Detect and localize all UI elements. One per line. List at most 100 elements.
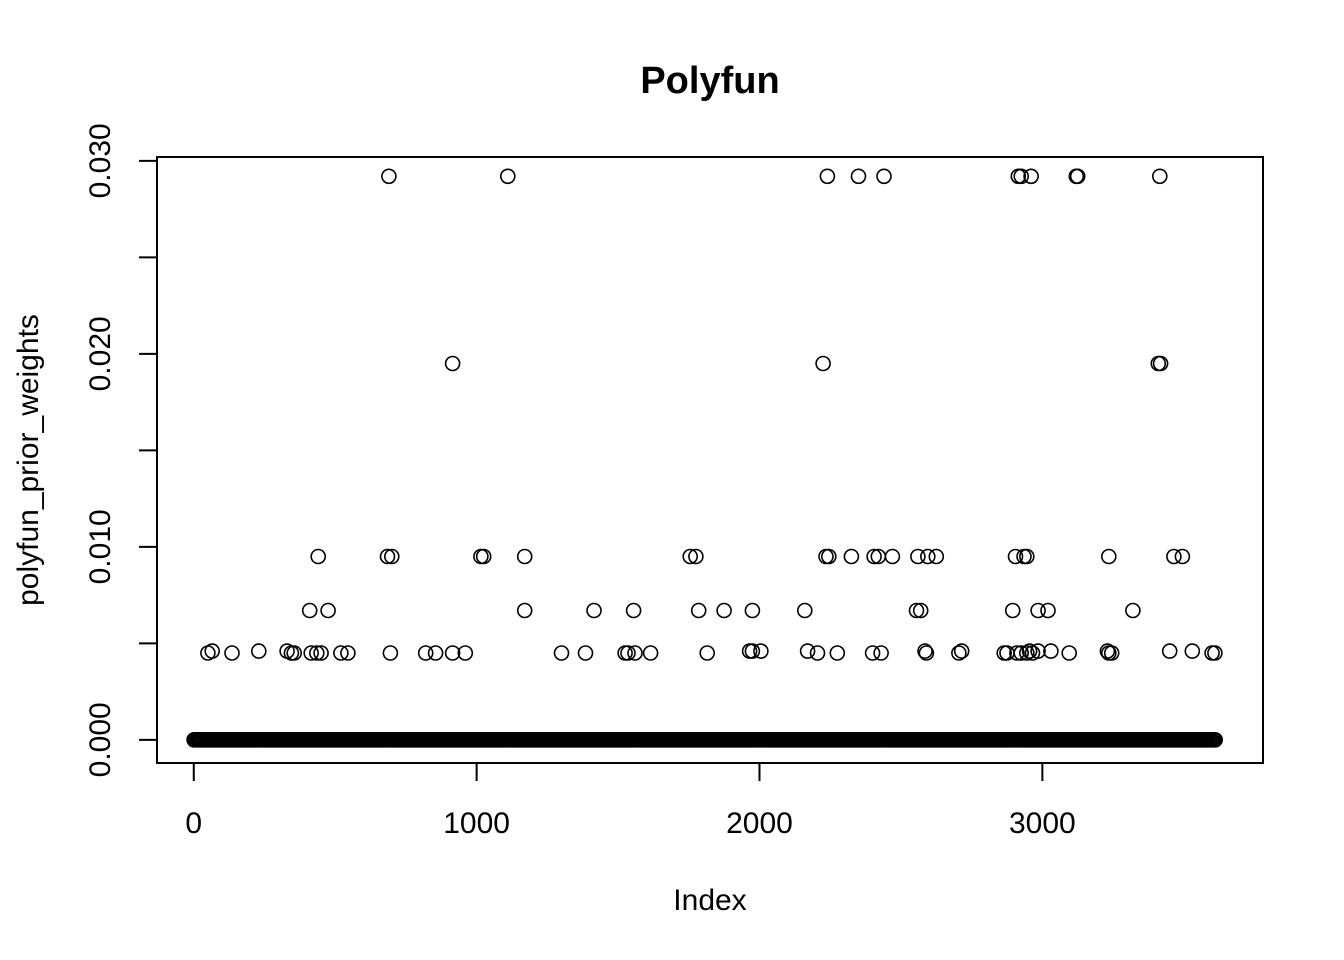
data-point [577,645,594,661]
data-point [799,643,816,659]
data-point [688,548,704,565]
data-point [1040,602,1056,619]
data-point [1009,645,1025,661]
data-point [444,645,461,661]
data-point [850,168,867,185]
data-point [1061,645,1077,661]
data-points [186,168,1223,748]
x-tick-label: 2000 [726,807,793,840]
data-point [313,645,329,661]
data-point [1023,168,1039,185]
data-point [796,602,813,619]
data-point [457,645,474,661]
data-point [417,645,434,661]
data-point [953,643,970,659]
data-point [1103,645,1120,661]
data-point [876,168,892,185]
data-point [1021,643,1038,659]
data-point [1184,643,1201,659]
data-point [809,645,826,661]
x-axis: 0 1000 2000 3000 [185,762,1076,840]
data-point [917,643,933,659]
data-point [499,168,516,185]
data-point [444,355,461,372]
data-point [250,643,267,659]
chart-title: Polyfun [640,60,779,102]
data-point [864,645,881,661]
data-point [819,168,836,185]
data-point [427,645,444,661]
data-point [1013,645,1030,661]
data-point [1166,548,1182,565]
x-tick-label: 1000 [443,807,510,840]
data-point [919,548,936,565]
data-point [1207,731,1223,748]
data-point [873,645,889,661]
data-point [224,645,240,661]
data-point [1069,168,1086,185]
data-point [553,645,570,661]
data-point [1030,643,1046,659]
data-point [516,548,533,565]
x-axis-label: Index [673,884,746,917]
data-point [333,645,349,661]
data-point [1101,548,1117,565]
data-point [744,602,761,619]
data-point [928,548,945,565]
data-point [1030,602,1046,619]
data-point [910,548,926,565]
data-point [866,548,882,565]
data-point [301,602,318,619]
data-point [642,645,659,661]
data-point [1125,602,1141,619]
data-point [1019,548,1035,565]
y-tick-label: 0.000 [84,702,117,777]
data-point [690,602,707,619]
data-point [1004,602,1021,619]
data-point [753,643,769,659]
data-point [303,645,320,661]
y-axis-label: polyfun_prior_weights [12,314,45,606]
x-tick-label: 3000 [1009,807,1076,840]
data-point [1013,168,1030,185]
data-point [627,645,643,661]
data-point [204,643,220,659]
y-axis: 0.000 0.010 0.020 0.030 [84,123,158,777]
data-point [625,602,642,619]
data-point [744,643,761,659]
data-point [1207,645,1223,661]
data-point [815,355,831,372]
data-point [1152,168,1168,185]
data-point [820,548,837,565]
data-point [308,645,325,661]
data-point [379,548,396,565]
y-tick-label: 0.010 [84,509,117,584]
x-tick-label: 0 [185,807,202,840]
data-point [475,548,492,565]
data-point [951,645,967,661]
data-point [320,602,336,619]
y-tick-label: 0.030 [84,123,117,198]
data-point [1007,548,1024,565]
data-point [682,548,699,565]
data-point [1174,548,1191,565]
data-point [829,645,846,661]
data-point [1019,645,1035,661]
data-point [516,602,533,619]
data-point [699,645,716,661]
data-point [340,645,356,661]
data-point [586,602,602,619]
data-point [884,548,901,565]
data-point [383,548,400,565]
data-point [1161,643,1178,659]
plot-frame [156,156,1264,764]
data-point [908,602,925,619]
data-point [1043,643,1059,659]
data-point [912,602,929,619]
data-point [286,645,303,661]
data-point [843,548,860,565]
data-point [716,602,732,619]
y-tick-label: 0.020 [84,316,117,391]
data-point [620,645,636,661]
